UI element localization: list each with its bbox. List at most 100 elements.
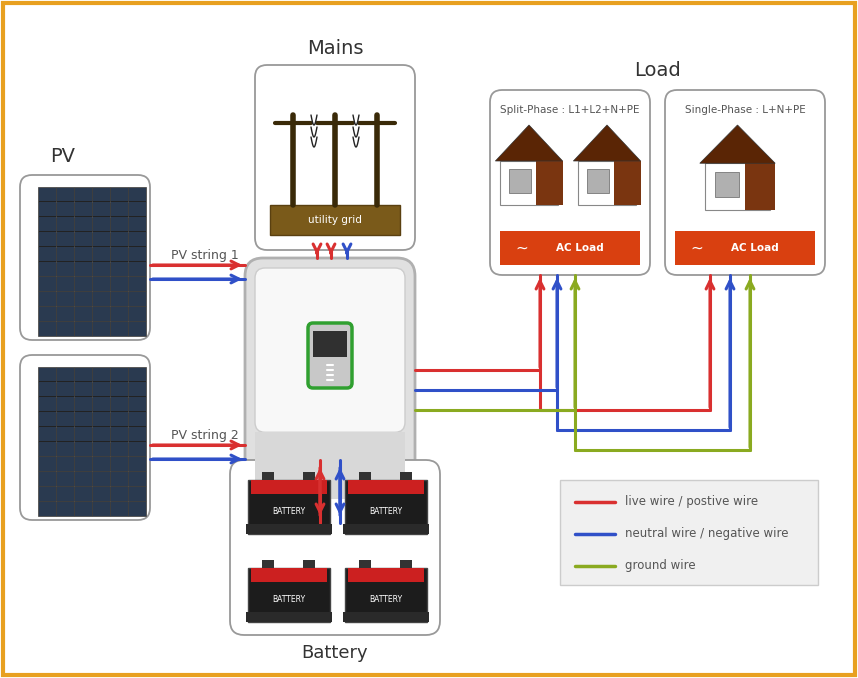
Polygon shape	[495, 125, 563, 161]
Bar	[57, 472, 74, 485]
Bar	[93, 203, 110, 216]
Bar	[39, 412, 56, 426]
Bar	[343, 612, 429, 622]
Bar	[129, 247, 146, 261]
Bar	[57, 262, 74, 276]
Bar	[93, 292, 110, 306]
Bar	[129, 397, 146, 411]
Text: Mains: Mains	[307, 39, 363, 58]
Bar	[93, 306, 110, 321]
Bar	[251, 480, 327, 494]
Bar	[111, 412, 128, 426]
Bar	[93, 472, 110, 485]
Bar	[129, 218, 146, 231]
Bar	[251, 568, 327, 582]
Bar	[93, 277, 110, 291]
Bar	[111, 277, 128, 291]
Bar	[715, 172, 740, 197]
Bar	[111, 203, 128, 216]
Bar	[111, 442, 128, 456]
Bar	[129, 321, 146, 336]
FancyBboxPatch shape	[665, 90, 825, 275]
Bar	[75, 367, 92, 382]
Bar	[345, 568, 427, 622]
Bar	[111, 306, 128, 321]
Bar	[39, 292, 56, 306]
Bar	[129, 427, 146, 441]
Bar	[75, 188, 92, 201]
Bar	[111, 247, 128, 261]
Text: AC Load: AC Load	[556, 243, 604, 253]
Bar	[270, 205, 400, 235]
Bar	[93, 188, 110, 201]
Bar	[129, 277, 146, 291]
FancyBboxPatch shape	[308, 323, 352, 388]
Text: live wire / postive wire: live wire / postive wire	[625, 496, 758, 508]
Bar	[93, 442, 110, 456]
Polygon shape	[536, 161, 563, 205]
Bar	[129, 412, 146, 426]
Bar	[93, 262, 110, 276]
Bar	[57, 188, 74, 201]
Bar	[39, 247, 56, 261]
Bar	[111, 487, 128, 500]
Bar	[39, 367, 56, 382]
Bar	[57, 367, 74, 382]
FancyBboxPatch shape	[20, 355, 150, 520]
Text: Load: Load	[634, 60, 681, 79]
Bar	[345, 480, 427, 534]
Bar	[111, 367, 128, 382]
Bar	[129, 487, 146, 500]
Bar	[705, 163, 770, 210]
Bar	[262, 560, 274, 568]
Bar	[500, 161, 558, 205]
Bar	[348, 480, 424, 494]
Bar	[93, 457, 110, 471]
Bar	[129, 382, 146, 397]
Bar	[39, 457, 56, 471]
Bar	[75, 321, 92, 336]
Bar	[57, 487, 74, 500]
Bar	[57, 321, 74, 336]
Bar	[111, 457, 128, 471]
Bar	[38, 367, 146, 516]
Bar	[57, 292, 74, 306]
Bar	[75, 382, 92, 397]
Bar	[93, 502, 110, 515]
Bar	[111, 472, 128, 485]
Bar	[75, 247, 92, 261]
Bar	[75, 502, 92, 515]
Bar	[675, 231, 815, 265]
Bar	[57, 203, 74, 216]
Text: Split-Phase : L1+L2+N+PE: Split-Phase : L1+L2+N+PE	[500, 105, 640, 115]
Bar	[75, 487, 92, 500]
Bar	[39, 397, 56, 411]
Bar	[57, 397, 74, 411]
Bar	[57, 442, 74, 456]
Bar	[39, 262, 56, 276]
Bar	[75, 232, 92, 246]
Bar	[57, 382, 74, 397]
Bar	[129, 292, 146, 306]
Bar	[57, 247, 74, 261]
Bar	[93, 487, 110, 500]
Bar	[39, 321, 56, 336]
Bar	[111, 427, 128, 441]
Bar	[248, 568, 330, 622]
Bar	[509, 169, 531, 193]
Bar	[359, 560, 371, 568]
Bar	[303, 472, 315, 480]
Text: ground wire: ground wire	[625, 559, 696, 572]
Text: BATTERY: BATTERY	[370, 506, 402, 515]
Bar	[39, 427, 56, 441]
Bar	[57, 412, 74, 426]
Bar	[93, 232, 110, 246]
Bar	[343, 524, 429, 534]
Polygon shape	[573, 125, 641, 161]
Bar	[93, 427, 110, 441]
Bar	[39, 502, 56, 515]
Bar	[129, 203, 146, 216]
FancyBboxPatch shape	[20, 175, 150, 340]
FancyBboxPatch shape	[255, 268, 405, 433]
Text: BATTERY: BATTERY	[370, 595, 402, 603]
